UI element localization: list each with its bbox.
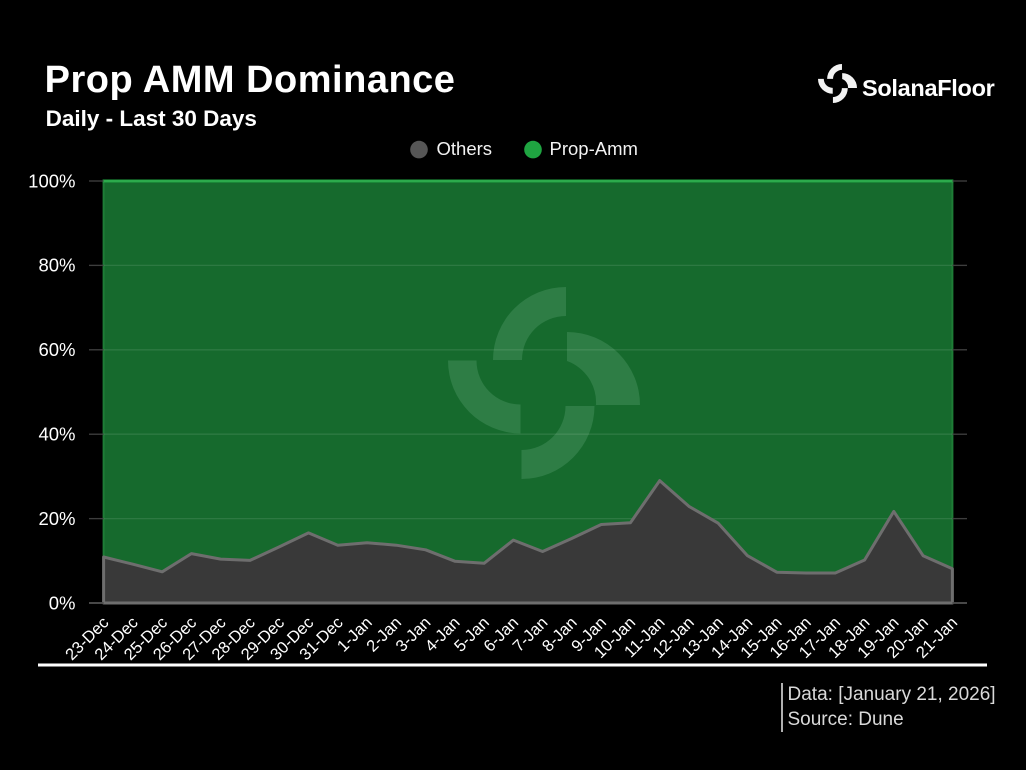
- svg-text:Prop-Amm: Prop-Amm: [550, 138, 638, 159]
- svg-text:80%: 80%: [38, 255, 75, 276]
- svg-text:Others: Others: [437, 138, 493, 159]
- svg-text:100%: 100%: [28, 170, 75, 191]
- svg-text:40%: 40%: [38, 424, 75, 445]
- svg-text:20%: 20%: [38, 508, 75, 529]
- svg-text:60%: 60%: [38, 339, 75, 360]
- svg-text:0%: 0%: [49, 592, 76, 613]
